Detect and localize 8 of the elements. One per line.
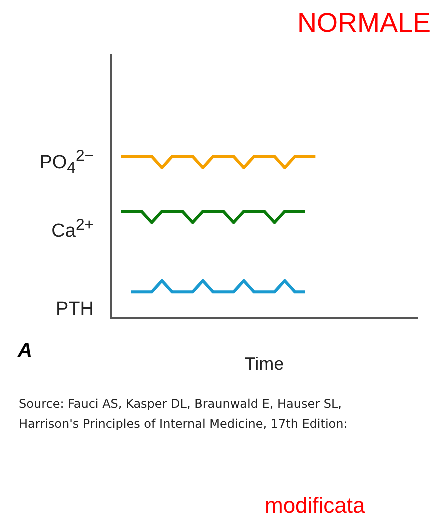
text: Harrison's Principles of Internal Medicine, 17th Edition:	[19, 417, 348, 431]
text: PTH	[56, 299, 94, 322]
chart-title: NORMALE	[297, 8, 431, 39]
source-note: Source: Fauci AS, Kasper DL, Braunwald E, Hauser SL,	[19, 397, 342, 411]
series-label: Ca$^{2+}$	[52, 216, 94, 243]
text: A	[18, 340, 32, 363]
text: modificata	[265, 493, 366, 519]
x-axis-title: Time	[244, 354, 284, 374]
